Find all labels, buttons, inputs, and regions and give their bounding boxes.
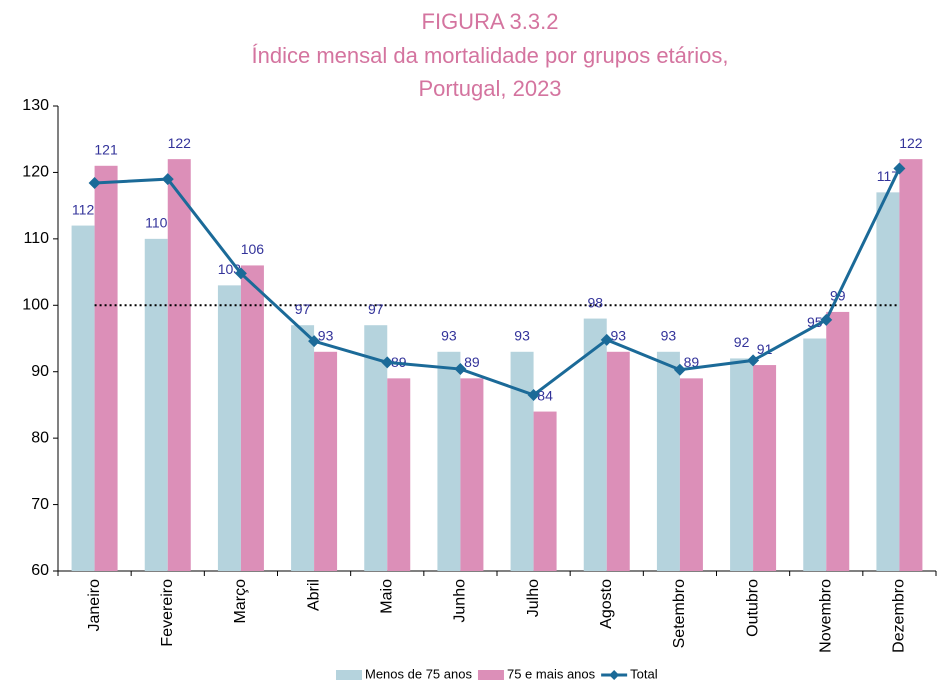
line-marker (454, 363, 467, 376)
line-marker (673, 363, 686, 376)
x-tick-label: Maio (378, 579, 395, 614)
y-tick-label: 130 (22, 97, 49, 114)
data-label: 98 (587, 294, 603, 310)
bar (753, 365, 777, 571)
y-tick-label: 60 (31, 562, 49, 579)
data-label: 110 (145, 215, 168, 231)
x-tick-label: Novembro (817, 579, 834, 653)
data-label: 121 (94, 141, 118, 157)
line-marker (527, 388, 540, 401)
line-marker (88, 177, 101, 190)
data-label: 97 (295, 301, 311, 317)
y-tick-label: 120 (22, 164, 49, 181)
data-label: 106 (241, 241, 265, 257)
bar (144, 238, 168, 571)
legend-label: Menos de 75 anos (365, 666, 472, 681)
data-label: 95 (807, 314, 823, 330)
bar (387, 378, 411, 571)
legend-swatch (477, 670, 504, 680)
bar (291, 325, 315, 571)
x-tick-label: Julho (525, 579, 542, 617)
data-label: 93 (318, 327, 334, 343)
y-tick-label: 70 (31, 496, 49, 513)
data-label: 93 (514, 327, 530, 343)
data-label: 122 (899, 135, 923, 151)
x-tick-label: Setembro (671, 579, 688, 648)
data-label: 92 (734, 334, 750, 350)
chart-title: FIGURA 3.3.2 (422, 9, 559, 34)
x-tick-label: Outubro (744, 579, 761, 637)
x-tick-label: Março (232, 579, 249, 624)
bar (71, 225, 95, 572)
bar (876, 192, 900, 571)
line-marker (161, 173, 174, 186)
line-marker (600, 333, 613, 346)
data-label: 93 (661, 327, 677, 343)
bar (583, 318, 607, 571)
bar (679, 378, 703, 571)
x-tick-label: Agosto (598, 579, 615, 629)
data-label: 89 (464, 354, 480, 370)
data-label: 84 (537, 387, 553, 403)
bar (730, 358, 754, 571)
bar (606, 351, 630, 571)
legend-label: 75 e mais anos (507, 666, 596, 681)
data-label: 93 (610, 327, 626, 343)
bar (899, 159, 923, 571)
line (94, 167, 901, 397)
data-label: 93 (441, 327, 457, 343)
data-label: 112 (72, 201, 95, 217)
bar (437, 351, 461, 571)
line-marker (308, 335, 321, 348)
bar (510, 351, 534, 571)
data-label: 122 (168, 135, 192, 151)
bar (217, 285, 241, 571)
x-tick-label: Abril (305, 579, 322, 611)
bar (826, 311, 850, 571)
bar (656, 351, 680, 571)
bar (240, 265, 264, 571)
bar (94, 165, 118, 572)
y-tick-label: 100 (22, 297, 49, 314)
x-tick-label: Janeiro (86, 579, 103, 632)
chart-title: Portugal, 2023 (418, 76, 561, 101)
legend-swatch (336, 670, 362, 680)
y-tick-label: 110 (23, 230, 49, 247)
line-marker (747, 354, 760, 367)
chart-title: Índice mensal da mortalidade por grupos … (252, 43, 729, 68)
line-marker (234, 267, 247, 280)
x-tick-label: Dezembro (891, 579, 908, 653)
bar (167, 159, 191, 571)
line-marker (820, 313, 833, 326)
x-tick-label: Junho (452, 579, 469, 623)
bar (364, 325, 388, 571)
line-marker (381, 356, 394, 369)
y-tick-label: 90 (31, 363, 49, 380)
data-label: 89 (684, 354, 700, 370)
x-tick-label: Fevereiro (159, 579, 176, 647)
y-tick-label: 80 (31, 429, 49, 446)
legend-swatch (609, 670, 620, 680)
bar (803, 338, 827, 571)
bar (314, 351, 338, 571)
bar (533, 411, 557, 571)
line-marker (893, 162, 906, 175)
legend-label: Total (630, 666, 658, 681)
bar (460, 378, 484, 571)
data-label: 97 (368, 301, 384, 317)
